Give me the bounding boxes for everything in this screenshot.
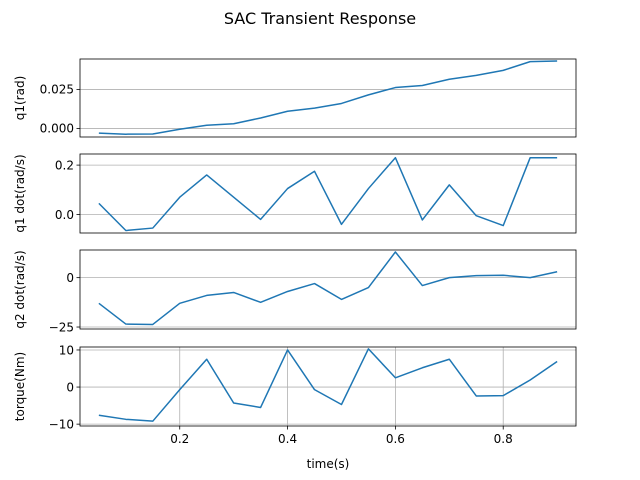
chart-title: SAC Transient Response xyxy=(224,9,416,28)
y-tick-label: 0.0 xyxy=(55,208,74,222)
y-axis-label: q1 dot(rad/s) xyxy=(13,154,27,232)
series-line xyxy=(98,156,558,232)
y-tick-label: 0.000 xyxy=(40,122,74,136)
axes-frame xyxy=(79,58,577,138)
x-tick-label: 0.8 xyxy=(494,432,513,446)
y-axis-label: q1(rad) xyxy=(13,76,27,121)
subplot-3: −25 0 q2 dot(rad/s) xyxy=(13,249,577,334)
y-tick-label: 0.2 xyxy=(55,158,74,172)
series-line xyxy=(98,251,558,326)
series-line xyxy=(98,348,558,422)
subplot-1: 0.000 0.025 q1(rad) xyxy=(13,58,577,138)
subplots: 0.000 0.025 q1(rad) 0.0 0.2 q1 dot(rad/s) −25 0… xyxy=(13,58,577,446)
axes-frame xyxy=(79,249,577,330)
y-axis-label: torque(Nm) xyxy=(13,352,27,421)
y-tick-label: −25 xyxy=(49,320,74,334)
y-tick-label: 0 xyxy=(66,380,74,394)
y-tick-label: 0 xyxy=(66,271,74,285)
y-axis-label: q2 dot(rad/s) xyxy=(13,250,27,328)
subplot-2: 0.0 0.2 q1 dot(rad/s) xyxy=(13,153,577,234)
x-axis-label: time(s) xyxy=(307,457,350,471)
subplot-4: −10 0 10 0.2 0.4 0.6 0.8 torque(Nm) xyxy=(13,343,577,446)
x-tick-label: 0.2 xyxy=(170,432,189,446)
y-tick-label: 10 xyxy=(59,343,74,357)
axes-frame xyxy=(79,153,577,234)
x-tick-label: 0.6 xyxy=(386,432,405,446)
y-tick-label: 0.025 xyxy=(40,83,74,97)
series-line xyxy=(98,60,558,135)
axes-frame xyxy=(79,346,577,427)
x-tick-label: 0.4 xyxy=(278,432,297,446)
y-tick-label: −10 xyxy=(49,417,74,431)
